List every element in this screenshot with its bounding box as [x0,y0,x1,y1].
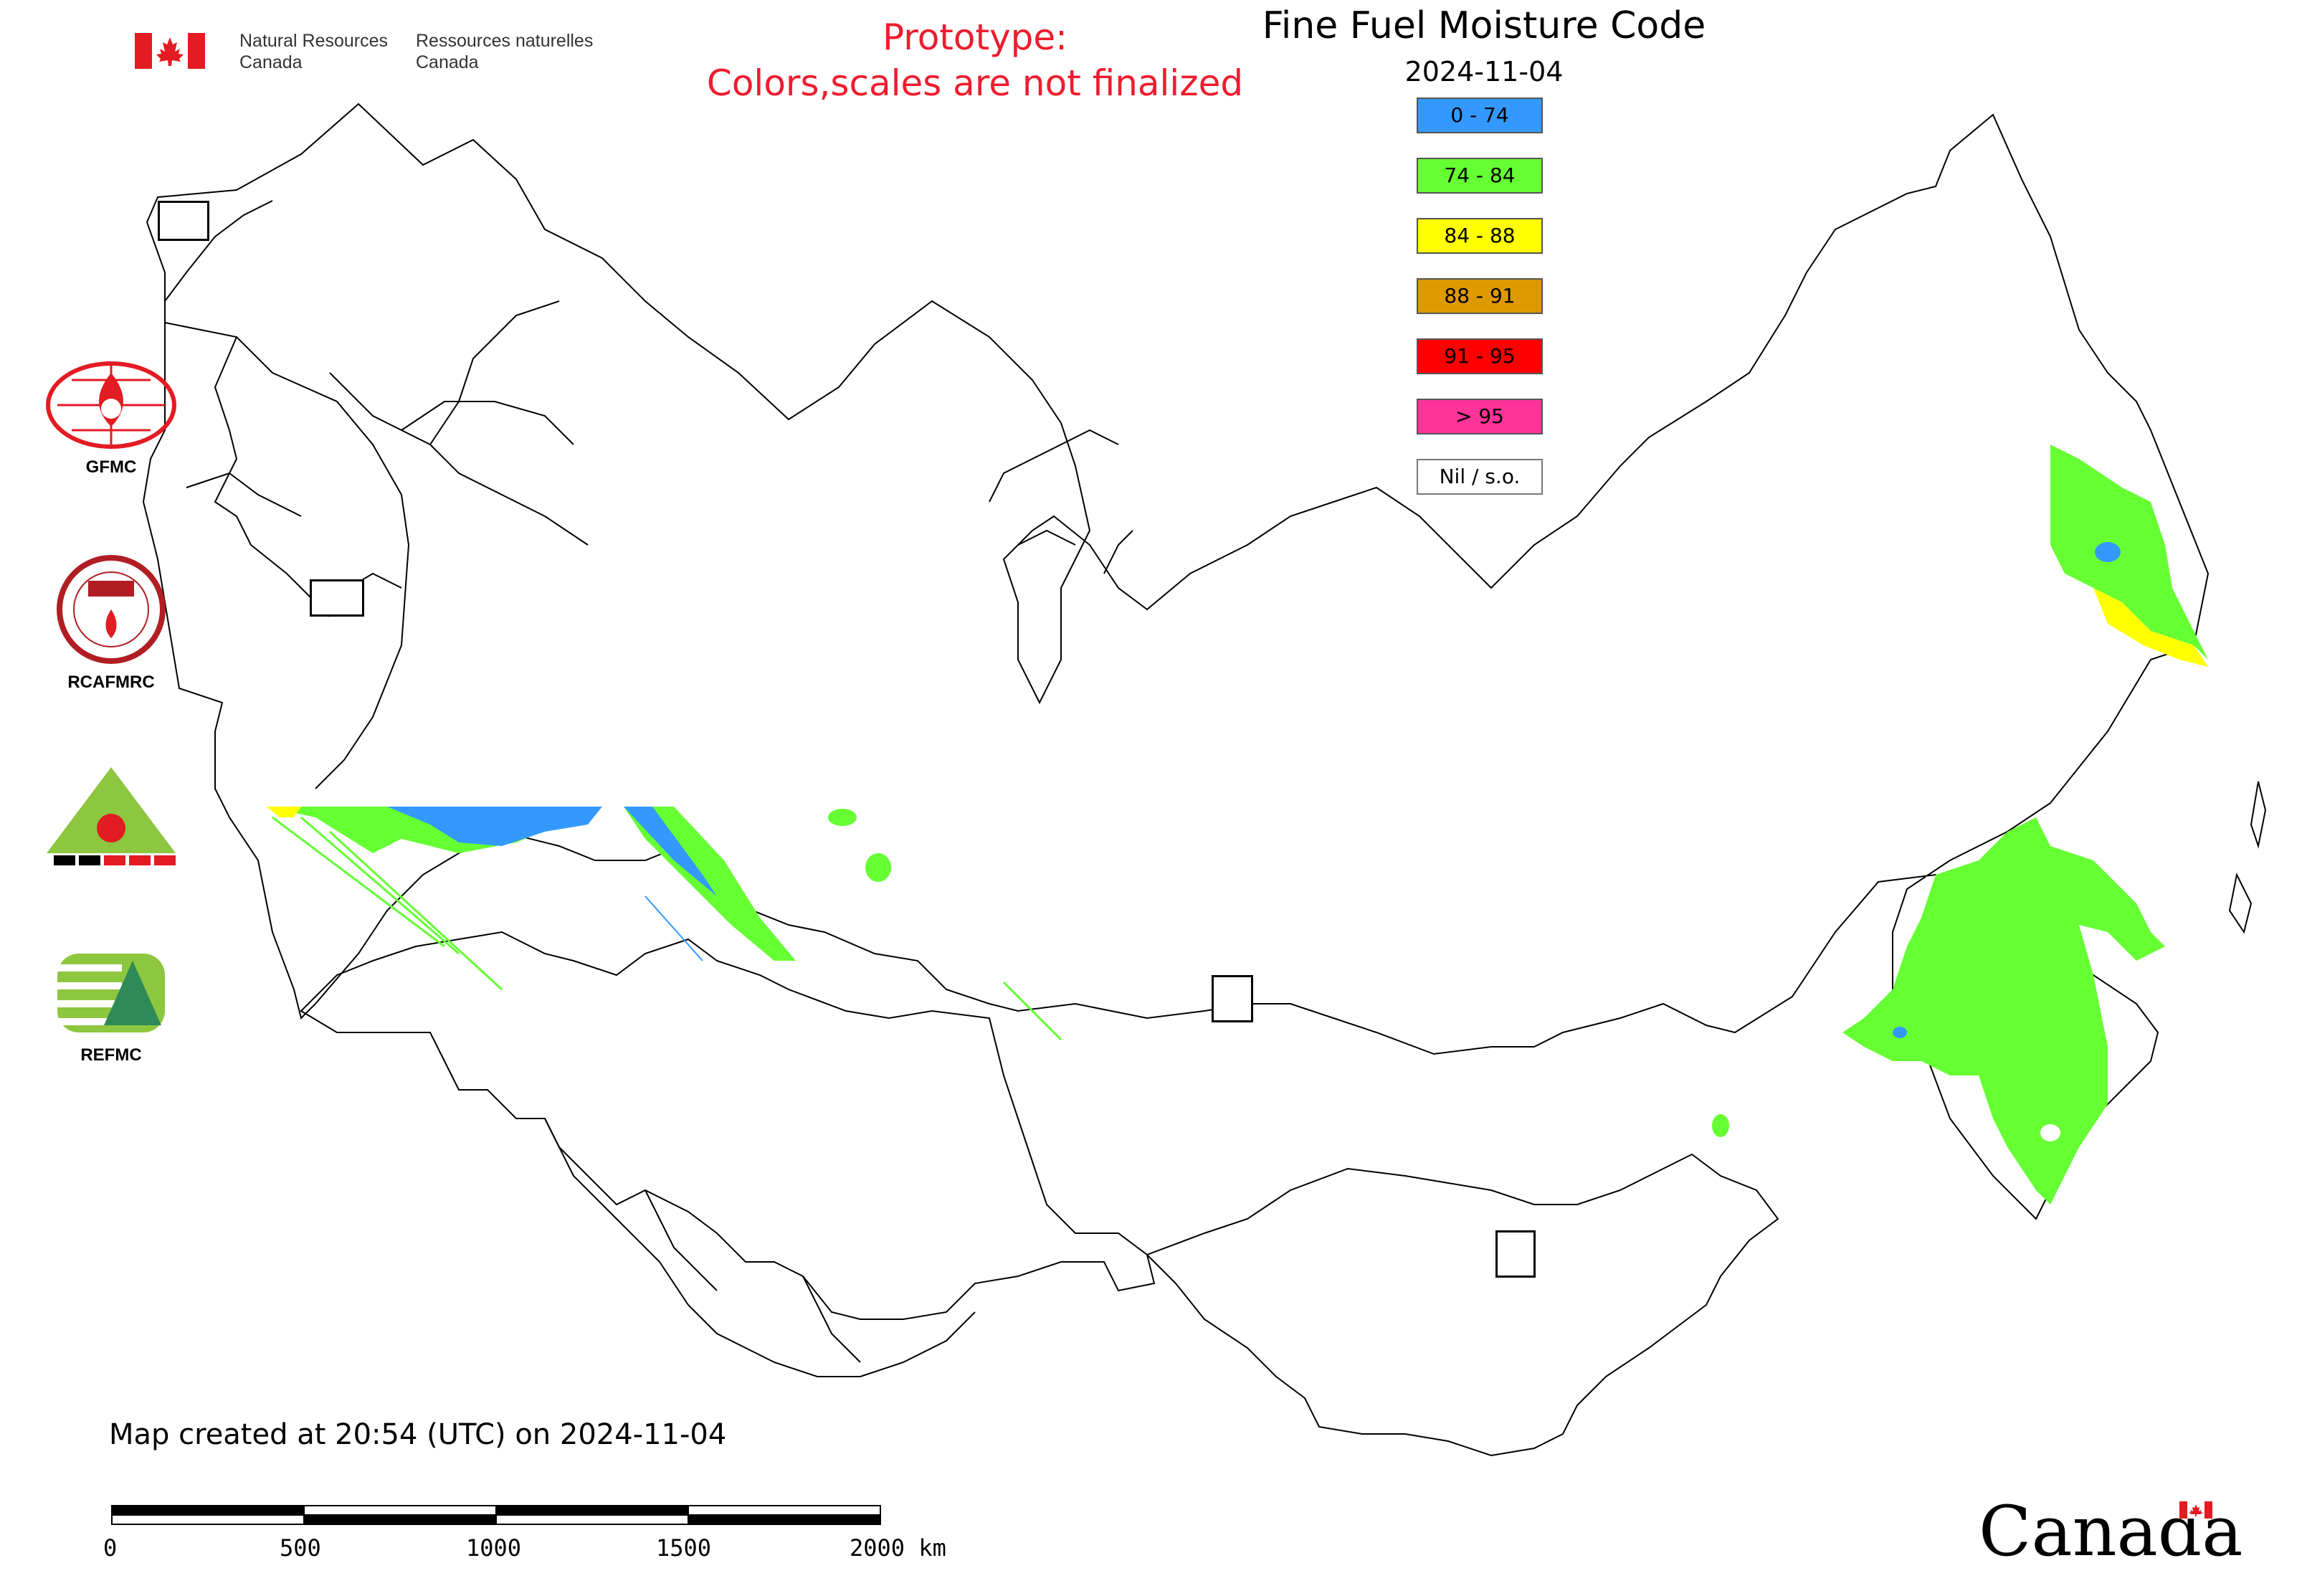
prototype-notice-line2: Colors,scales are not finalized [706,62,1244,104]
refmc-emblem-icon [57,954,165,1032]
dept-en-line2: Canada [239,52,303,72]
rcafmrc-logo: RCAFMRC [36,552,186,693]
reefmc-logo [36,760,186,870]
scale-tick-500: 500 [280,1534,321,1562]
gfmc-logo: GFMC [36,358,186,478]
scale-tick-0: 0 [103,1534,118,1562]
rcafmrc-label: RCAFMRC [67,673,155,692]
prototype-notice: Prototype: Colors,scales are not finaliz… [631,14,1319,106]
rcafmrc-emblem-icon [57,555,166,664]
department-name-en: Natural Resources Canada [239,30,388,73]
legend-item-74-84: 74 - 84 [1417,158,1543,194]
ffmc-legend: 0 - 74 74 - 84 84 - 88 88 - 91 91 - 95 >… [1417,98,1546,519]
canada-wordmark-flag-icon [2179,1501,2212,1519]
ffmc-data-layer [265,445,2208,1205]
scale-tick-1500: 1500 [656,1534,712,1562]
map-created-timestamp: Map created at 20:54 (UTC) on 2024-11-04 [109,1418,727,1451]
legend-item-over-95: > 95 [1417,399,1543,434]
legend-item-91-95: 91 - 95 [1417,338,1543,374]
scale-bar-graphic [111,1505,881,1525]
scale-tick-1000: 1000 [466,1534,522,1562]
refmc-map-marker [1212,975,1253,1022]
legend-item-84-88: 84 - 88 [1417,218,1543,254]
reefmc-emblem-icon [43,767,179,868]
mongolia-outline [1146,1153,1779,1457]
gfmc-emblem-icon [46,361,176,449]
gfmc-label: GFMC [85,457,137,477]
department-name-fr: Ressources naturelles Canada [416,30,593,73]
scale-labels: 0 500 1000 1500 2000 km [100,1534,989,1570]
dept-fr-line1: Ressources naturelles [416,31,594,51]
ffmc-area-kamchatka [2050,445,2208,660]
canada-flag-icon [135,33,205,69]
legend-item-0-74: 0 - 74 [1417,98,1543,133]
refmc-logo: REFMC [36,946,186,1065]
dept-fr-line2: Canada [416,52,479,72]
rcafmrc-map-marker [1495,1230,1536,1278]
kazakhstan-outline [300,931,1156,1320]
gfmc-map-marker [158,201,209,241]
map-date: 2024-11-04 [1404,56,1564,87]
ffmc-area-west-yellow [267,807,301,817]
country-boundaries [142,103,2267,1457]
scale-tick-2000: 2000 km [850,1534,946,1562]
legend-item-nil: Nil / s.o. [1417,459,1543,495]
dept-en-line1: Natural Resources [239,31,389,51]
legend-item-88-91: 88 - 91 [1417,278,1543,314]
government-signature: Natural Resources Canada Ressources natu… [135,26,608,76]
russia-outline [142,103,2210,1220]
map-title: Fine Fuel Moisture Code [1262,4,1706,47]
prototype-notice-line1: Prototype: [882,16,1068,58]
refmc-label: REFMC [80,1045,142,1065]
ffmc-area-west-blue [387,807,602,846]
reefmc-map-marker [310,579,364,617]
ffmc-area-far-east [1842,817,2165,1205]
